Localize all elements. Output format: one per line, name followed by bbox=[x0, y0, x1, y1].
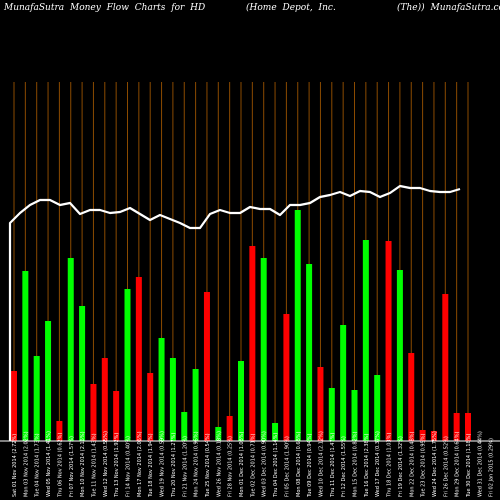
x-tick-label: Fri 02 Jan 2015 (0.29%) bbox=[489, 438, 495, 497]
flow-bar bbox=[67, 258, 74, 441]
flow-bar bbox=[374, 375, 381, 441]
x-tick-label: Tue 09 Dec 2014 (0.94%) bbox=[307, 434, 313, 498]
bar-series bbox=[11, 210, 471, 441]
x-tick-label: Fri 19 Dec 2014 (1.32%) bbox=[398, 436, 404, 497]
flow-bar bbox=[226, 416, 233, 441]
flow-bar bbox=[215, 427, 222, 441]
flow-bar bbox=[203, 292, 210, 441]
flow-bar bbox=[90, 384, 97, 441]
x-tick-label: Tue 16 Dec 2014 (2.38%) bbox=[364, 434, 370, 498]
flow-bar bbox=[272, 423, 279, 441]
x-tick-label: Mon 29 Dec 2014 (0.64%) bbox=[455, 432, 461, 497]
flow-bar bbox=[317, 367, 324, 441]
x-tick-label: Mon 15 Dec 2014 (0.82%) bbox=[353, 432, 359, 497]
x-tick-label: Tue 18 Nov 2014 (1.94%) bbox=[148, 433, 154, 498]
x-tick-label: Mon 24 Nov 2014 (0.96%) bbox=[194, 431, 200, 497]
flow-bar bbox=[158, 338, 165, 441]
flow-bar bbox=[306, 264, 313, 441]
flow-bar bbox=[249, 246, 256, 441]
x-tick-label: Fri 28 Nov 2014 (0.25%) bbox=[228, 436, 234, 497]
flow-bar bbox=[430, 431, 437, 441]
flow-bar bbox=[45, 321, 52, 441]
flow-bar bbox=[351, 390, 358, 441]
x-tick-label: Wed 05 Nov 2014 (1.41%) bbox=[46, 431, 52, 497]
flow-bar bbox=[340, 325, 347, 441]
money-flow-line bbox=[8, 184, 461, 441]
flow-bar bbox=[101, 358, 108, 441]
x-tick-label: Wed 19 Nov 2014 (0.59%) bbox=[160, 431, 166, 497]
x-tick-label: Tue 02 Dec 2014 (0.71%) bbox=[250, 434, 256, 498]
company-name: (Home Depot, Inc. bbox=[246, 3, 336, 13]
x-tick-label: Wed 31 Dec 2014 (0.44%) bbox=[477, 431, 483, 497]
flow-bar bbox=[135, 277, 142, 441]
flow-bar bbox=[56, 421, 63, 441]
flow-bar bbox=[113, 391, 120, 441]
flow-bar bbox=[79, 306, 86, 441]
x-tick-label: Sat 01 Nov 2014 (2.72%) bbox=[12, 434, 18, 497]
x-tick-label: Wed 17 Dec 2014 (0.37%) bbox=[375, 431, 381, 497]
flow-bar bbox=[385, 241, 392, 441]
x-tick-label: Thu 06 Nov 2014 (0.62%) bbox=[57, 433, 63, 498]
x-tick-label: Fri 07 Nov 2014 (1.57%) bbox=[69, 436, 75, 497]
x-tick-label: Tue 30 Dec 2014 (1.18%) bbox=[466, 434, 472, 498]
x-tick-label: Wed 10 Dec 2014 (2.12%) bbox=[318, 431, 324, 497]
flow-bar bbox=[260, 258, 267, 441]
x-tick-label: Mon 17 Nov 2014 (2.06%) bbox=[137, 431, 143, 497]
x-tick-label: Mon 22 Dec 2014 (0.48%) bbox=[409, 432, 415, 497]
x-tick-label: Fri 26 Dec 2014 (0.52%) bbox=[443, 436, 449, 497]
flow-bar bbox=[181, 412, 188, 441]
x-tick-label: Fri 14 Nov 2014 (0.40%) bbox=[126, 436, 132, 497]
flow-bar bbox=[169, 358, 176, 441]
flow-bar bbox=[124, 289, 131, 441]
x-tick-label: Wed 03 Dec 2014 (0.90%) bbox=[262, 431, 268, 497]
chart-title: MunafaSutra Money Flow Charts for HD bbox=[4, 3, 206, 13]
x-tick-label: Fri 12 Dec 2014 (1.55%) bbox=[341, 436, 347, 497]
x-tick-label: Wed 24 Dec 2014 (1.75%) bbox=[432, 431, 438, 497]
x-tick-label: Mon 10 Nov 2014 (2.16%) bbox=[80, 431, 86, 497]
site-credit: (The)) MunafaSutra.com bbox=[397, 3, 500, 13]
x-tick-label: Wed 26 Nov 2014 (0.18%) bbox=[216, 431, 222, 497]
x-tick-label: Fri 05 Dec 2014 (1.90%) bbox=[284, 436, 290, 497]
flow-bar bbox=[453, 413, 460, 441]
x-tick-label: Tue 04 Nov 2014 (1.73%) bbox=[35, 433, 41, 498]
flow-bar bbox=[192, 369, 199, 441]
x-tick-label: Thu 04 Dec 2014 (1.14%) bbox=[273, 433, 279, 498]
flow-bar bbox=[419, 430, 426, 441]
flow-bar bbox=[328, 388, 335, 441]
x-tick-label: Thu 20 Nov 2014 (1.27%) bbox=[171, 433, 177, 498]
x-tick-label: Wed 12 Nov 2014 (0.55%) bbox=[103, 431, 109, 497]
flow-bar bbox=[147, 373, 154, 441]
flow-bar bbox=[396, 270, 403, 441]
x-tick-label: Tue 25 Nov 2014 (0.54%) bbox=[205, 433, 211, 498]
flow-bar bbox=[294, 210, 301, 441]
flow-bar bbox=[283, 314, 290, 441]
x-tick-label: Fri 21 Nov 2014 (1.20%) bbox=[182, 436, 188, 497]
flow-bar bbox=[408, 353, 415, 441]
x-tick-label: Thu 13 Nov 2014 (1.92%) bbox=[114, 433, 120, 498]
x-tick-label: Mon 03 Nov 2014 (2.02%) bbox=[23, 431, 29, 497]
x-tick-label: Mon 01 Dec 2014 (1.08%) bbox=[239, 432, 245, 497]
x-tick-label: Thu 11 Dec 2014 (1.47%) bbox=[330, 433, 336, 498]
flow-bar bbox=[442, 294, 449, 441]
flow-bar bbox=[238, 361, 244, 441]
flow-bar bbox=[465, 413, 471, 441]
x-tick-label: Tue 23 Dec 2014 (0.95%) bbox=[421, 434, 427, 498]
x-tick-label: Thu 18 Dec 2014 (1.03%) bbox=[387, 433, 393, 498]
flow-bar bbox=[362, 240, 369, 441]
flow-bar bbox=[22, 271, 29, 441]
x-tick-label: Mon 08 Dec 2014 (0.68%) bbox=[296, 432, 302, 497]
flow-bar bbox=[11, 371, 17, 441]
x-tick-label: Tue 11 Nov 2014 (1.43%) bbox=[91, 433, 97, 498]
flow-bar bbox=[33, 356, 40, 441]
x-axis-labels: Sat 01 Nov 2014 (2.72%) Mon 03 Nov 2014 (… bbox=[12, 431, 495, 498]
